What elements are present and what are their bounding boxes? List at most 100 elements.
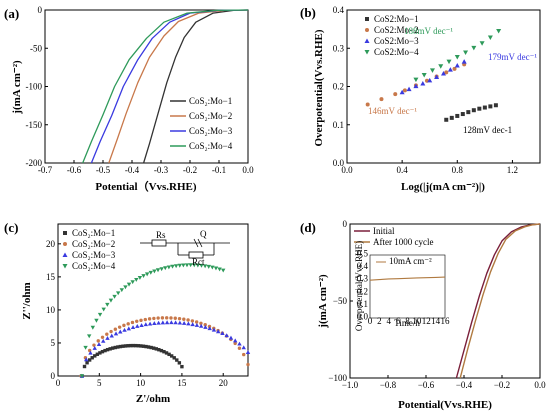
data-point-c-2	[177, 316, 182, 321]
x-tick-label: -0.3	[154, 165, 169, 175]
data-point-c-2	[182, 317, 186, 321]
x-tick-label: -0.2	[183, 165, 197, 175]
data-point-c-2	[96, 339, 100, 343]
legend-label: CoS₂:Mo−4	[189, 141, 233, 151]
legend-label: CoS2:Mo−4	[374, 47, 419, 57]
data-point-c-1	[131, 343, 135, 348]
legend-label: CoS₂:Mo−1	[72, 228, 115, 238]
data-point-c-4	[221, 268, 226, 273]
y-tick-label: 0	[343, 219, 348, 229]
legend-label: CoS₂:Mo−1	[189, 96, 232, 106]
data-point-b-4	[446, 59, 452, 65]
legend-label: CoS2:Mo−1	[374, 14, 419, 24]
data-point-c-1	[85, 361, 89, 365]
data-point-b-3	[399, 89, 405, 95]
x-tick-label: -0.4	[125, 165, 140, 175]
data-point-c-3	[228, 335, 234, 340]
data-point-c-4	[101, 307, 106, 312]
data-point-b-2	[452, 66, 457, 71]
x-tick-label: −0.6	[418, 380, 435, 390]
legend-marker	[63, 242, 67, 246]
panel-label: (b)	[300, 5, 316, 20]
data-point-c-3	[224, 333, 229, 338]
data-point-c-3	[152, 321, 157, 325]
data-point-b-2	[444, 70, 449, 75]
data-point-c-3	[177, 320, 183, 325]
data-point-b-1	[449, 115, 454, 120]
legend-label: CoS2:Mo−3	[374, 36, 419, 46]
y-tick-label: 0.0	[333, 158, 345, 168]
data-point-c-4	[119, 288, 124, 293]
data-point-c-4	[105, 302, 110, 307]
data-point-c-3	[135, 324, 140, 328]
inset-y-tick-label: 0.1	[357, 299, 368, 309]
data-point-b-4	[438, 64, 444, 69]
inset-x-tick-label: 8	[405, 316, 410, 326]
data-point-c-4	[163, 266, 168, 271]
legend-label: CoS₂:Mo−2	[189, 111, 232, 121]
data-point-b-3	[413, 83, 419, 89]
legend-marker	[62, 252, 68, 257]
data-point-c-4	[199, 263, 204, 268]
inset-x-tick-label: 0	[368, 316, 373, 326]
legend-marker	[365, 17, 369, 21]
data-point-c-3	[143, 322, 149, 327]
data-point-b-3	[427, 77, 433, 83]
data-point-b-3	[461, 59, 467, 64]
x-tick-label: 0.4	[397, 165, 409, 175]
inset-y-tick-label: 0.4	[357, 261, 369, 271]
data-point-c-1	[146, 345, 151, 349]
data-point-c-2	[130, 320, 135, 325]
data-point-c-1	[128, 343, 133, 348]
inset-y-tick-label: 0.3	[357, 274, 369, 284]
data-point-c-1	[103, 348, 107, 353]
circuit-label-rct: Rct	[192, 257, 205, 267]
y-axis-title: Z''/ohm	[21, 282, 33, 319]
data-point-c-4	[115, 291, 121, 296]
data-point-c-2	[147, 317, 152, 321]
data-point-c-1	[123, 344, 128, 348]
x-tick-label: 15	[177, 378, 187, 388]
data-point-c-2	[233, 341, 237, 346]
data-point-c-3	[139, 323, 144, 327]
data-point-c-3	[147, 321, 153, 326]
data-point-c-2	[117, 325, 122, 329]
data-point-c-4	[173, 264, 179, 269]
data-point-b-3	[406, 86, 412, 92]
data-point-c-4	[94, 318, 99, 323]
slope-annotation: 188mV dec⁻¹	[404, 26, 453, 36]
x-tick-label: 0.0	[242, 165, 254, 175]
slope-annotation: 179mV dec⁻¹	[488, 52, 537, 62]
legend-label: CoS₂:Mo−4	[72, 261, 116, 271]
x-tick-label: -0.5	[96, 165, 111, 175]
data-point-c-1	[108, 347, 112, 351]
series-line-a-1	[142, 9, 249, 164]
x-tick-label: 0	[56, 378, 61, 388]
data-point-c-2	[139, 318, 143, 323]
data-point-c-4	[108, 298, 114, 303]
data-point-b-3	[434, 74, 440, 79]
data-point-c-1	[100, 349, 105, 354]
data-point-c-4	[177, 263, 182, 268]
data-point-c-1	[164, 351, 169, 355]
data-point-c-2	[246, 362, 250, 367]
plot-frame	[57, 223, 249, 377]
data-point-c-3	[130, 325, 136, 330]
resistor-rs	[151, 239, 167, 247]
data-point-c-2	[199, 321, 203, 325]
data-point-c-1	[169, 354, 174, 358]
inset-x-tick-label: 14	[431, 316, 441, 326]
data-point-c-3	[118, 329, 123, 334]
y-axis-title: Overpotential(Vvs.RHE)	[313, 29, 325, 146]
legend-marker	[364, 38, 370, 43]
y-tick-label: -50	[30, 43, 42, 53]
y-tick-label: -150	[26, 120, 43, 130]
data-point-c-2	[173, 316, 177, 320]
data-point-c-2	[126, 322, 130, 326]
data-point-c-3	[203, 324, 208, 329]
data-point-c-3	[164, 320, 170, 325]
data-point-c-3	[194, 322, 200, 327]
x-tick-label: −0.2	[494, 380, 510, 390]
data-point-c-4	[130, 280, 135, 285]
